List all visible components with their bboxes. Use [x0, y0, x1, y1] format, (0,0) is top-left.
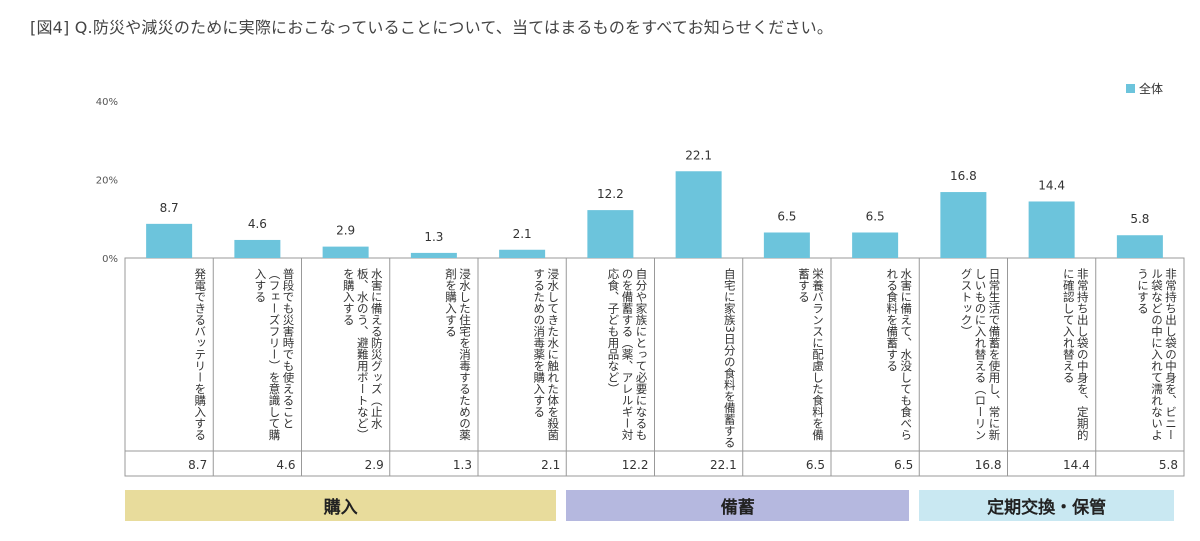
group-band: 購入	[125, 490, 557, 521]
table-value: 6.5	[806, 458, 825, 472]
bar-value-label: 16.8	[950, 169, 977, 183]
table-value: 8.7	[188, 458, 207, 472]
category-label: 日常生活で備蓄を使用し、常に新しいものに入れ替える（ローリングストック）	[959, 268, 1002, 441]
bar	[410, 252, 457, 258]
bar	[234, 239, 281, 258]
table-value: 5.8	[1159, 458, 1178, 472]
bar	[499, 249, 546, 258]
bar-value-label: 1.3	[424, 230, 443, 244]
category-label: 普段でも災害時でも使えること（フェーズフリー）を意識して購入する	[253, 268, 296, 441]
bar-value-label: 8.7	[160, 201, 179, 215]
bar-value-label: 2.9	[336, 224, 355, 238]
table-value: 14.4	[1063, 458, 1090, 472]
legend-label: 全体	[1139, 82, 1164, 96]
category-label: 自宅に家族3日分の食料を備蓄する	[722, 268, 737, 448]
group-band: 備蓄	[566, 490, 910, 521]
category-label: 自分や家族にとって必要になるものを備蓄する（薬、アレルギー対応食、子ども用品など…	[606, 268, 649, 441]
bar	[1028, 201, 1075, 258]
bar	[763, 232, 810, 258]
table-value: 2.1	[541, 458, 560, 472]
group-band: 定期交換・保管	[919, 490, 1174, 521]
y-tick-label: 40%	[96, 97, 118, 108]
y-tick-label: 20%	[96, 176, 118, 187]
table-value: 6.5	[894, 458, 913, 472]
bar-value-label: 12.2	[597, 187, 624, 201]
bar-value-label: 14.4	[1038, 178, 1065, 192]
table-value: 12.2	[622, 458, 649, 472]
bar	[940, 192, 987, 258]
bar	[587, 210, 634, 258]
chart-title: [図4] Q.防災や減災のために実際におこなっていることについて、当てはまるもの…	[30, 18, 834, 37]
bar	[322, 246, 369, 258]
bar-value-label: 6.5	[777, 209, 796, 223]
bar	[146, 223, 193, 258]
table-value: 22.1	[710, 458, 737, 472]
category-label: 非常持ち出し袋の中身を、ビニール袋などの中に入れて濡れないようにする	[1136, 268, 1178, 441]
y-tick-label: 0%	[102, 254, 118, 265]
category-label: 水害に備える防災グッズ（止水板、水のう、避難用ボートなど）を購入する	[341, 268, 384, 441]
bar	[852, 232, 899, 258]
bar	[675, 171, 722, 258]
category-label: 水害に備えて、水没しても食べられる食料を備蓄する	[885, 268, 914, 441]
table-value: 2.9	[365, 458, 384, 472]
category-label: 非常持ち出し袋の中身を、定期的に確認して入れ替える	[1061, 268, 1090, 441]
table-value: 1.3	[453, 458, 472, 472]
bar-value-label: 4.6	[248, 217, 267, 231]
table-value: 4.6	[276, 458, 295, 472]
category-label: 栄養バランスに配慮した食料を備蓄する	[797, 268, 825, 441]
category-label: 発電できるバッテリーを購入する	[193, 268, 208, 441]
category-label: 浸水した住宅を消毒するための薬剤を購入する	[444, 268, 472, 441]
legend: 全体	[1126, 80, 1163, 97]
bar-value-label: 2.1	[513, 227, 532, 241]
bar-value-label: 5.8	[1130, 212, 1149, 226]
category-label: 浸水してきた水に触れた体を殺菌するための消毒薬を購入する	[532, 268, 561, 441]
bar	[1116, 235, 1163, 258]
bar-value-label: 6.5	[866, 209, 885, 223]
legend-swatch	[1126, 84, 1135, 93]
bar-value-label: 22.1	[685, 148, 712, 162]
table-value: 16.8	[975, 458, 1002, 472]
